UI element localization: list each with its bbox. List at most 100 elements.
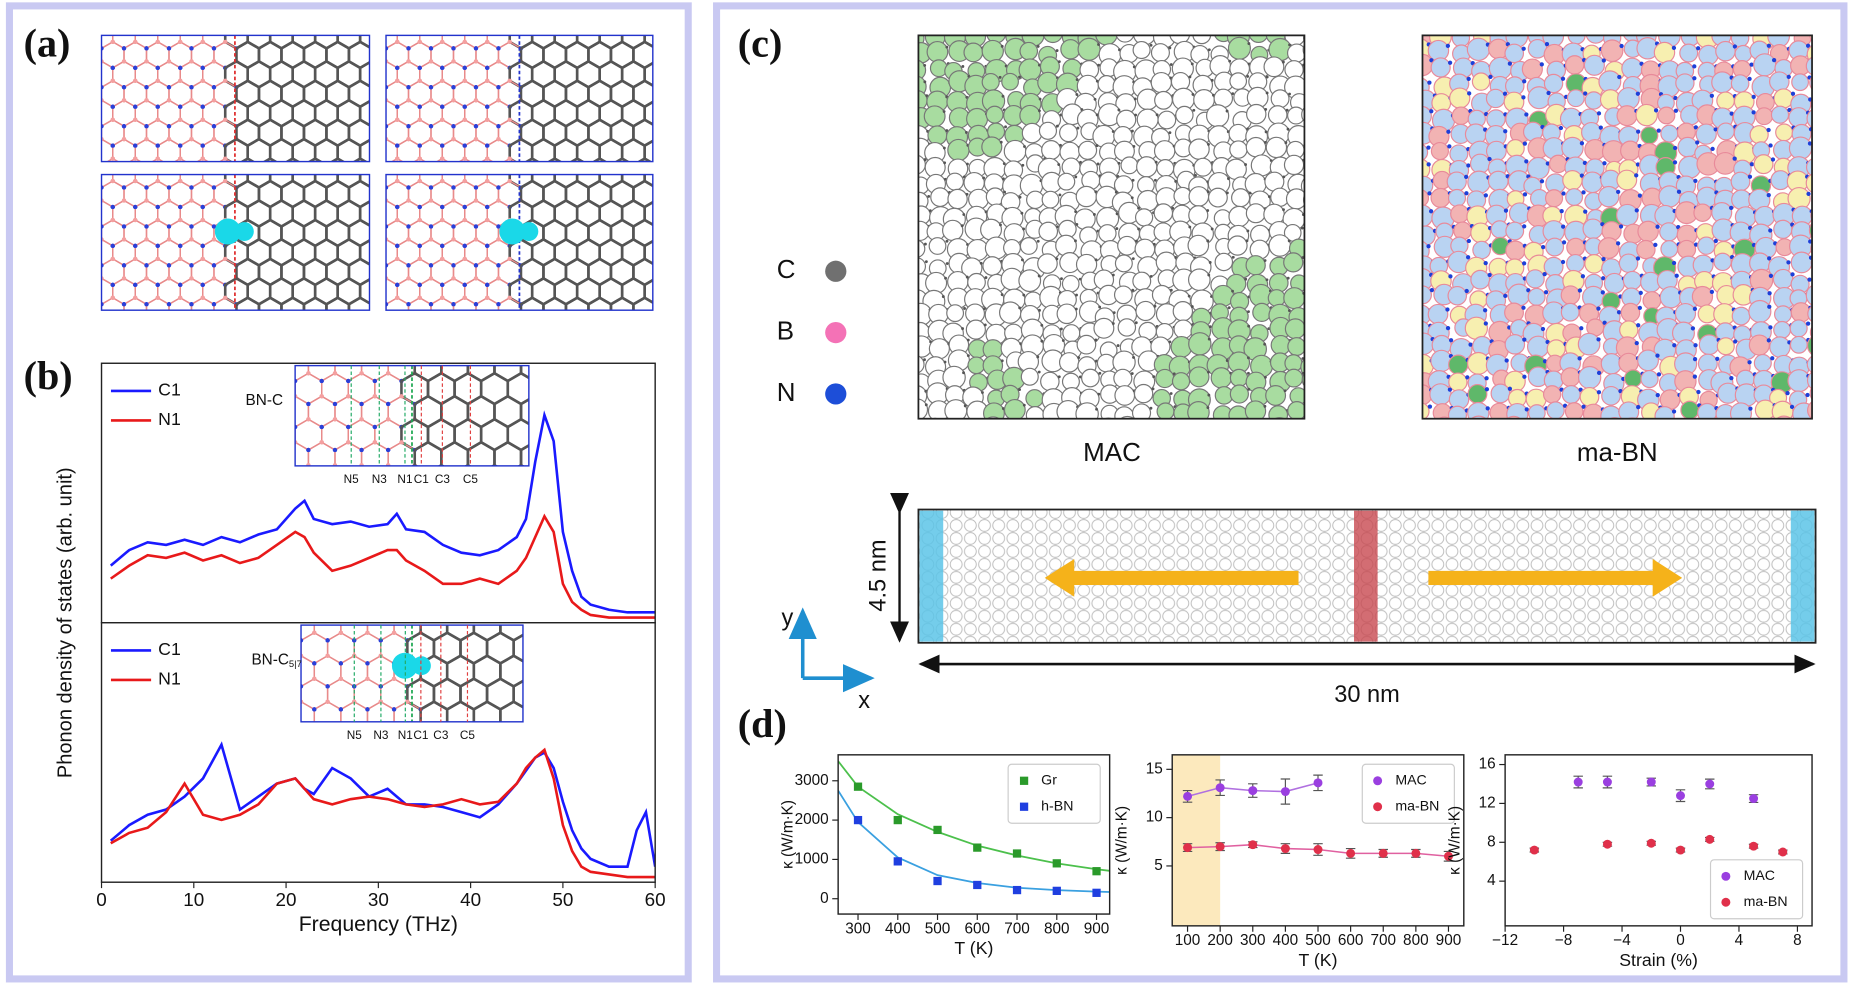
element-label: N <box>777 379 796 407</box>
ring <box>1214 252 1234 272</box>
atom <box>1507 61 1513 66</box>
atom <box>1247 310 1250 314</box>
atom <box>1307 311 1310 314</box>
atom <box>473 46 479 51</box>
atom <box>1524 407 1529 412</box>
ring <box>1620 140 1641 161</box>
ring <box>1734 44 1753 63</box>
atom <box>1522 224 1527 229</box>
point <box>1248 786 1258 796</box>
atom <box>121 276 127 281</box>
atom <box>1826 242 1830 246</box>
atom <box>395 178 400 184</box>
atom <box>1130 129 1134 133</box>
ring <box>1268 405 1289 419</box>
atom <box>155 143 160 148</box>
atom <box>211 263 217 268</box>
atom <box>1021 258 1024 262</box>
atom <box>1075 293 1078 297</box>
atom <box>201 27 205 31</box>
ring <box>1577 365 1602 390</box>
atom <box>88 166 92 170</box>
atom <box>1132 144 1136 148</box>
atom <box>417 282 422 287</box>
atom <box>1447 387 1453 392</box>
atom <box>133 166 137 170</box>
ring <box>1787 369 1811 393</box>
atom <box>178 322 182 326</box>
atom <box>1307 242 1310 245</box>
atom <box>133 117 138 122</box>
atom <box>1265 91 1269 95</box>
ring <box>918 398 929 419</box>
atom <box>1284 141 1288 145</box>
ring <box>1451 35 1471 48</box>
atom <box>485 178 490 184</box>
legend-label: C1 <box>158 380 181 400</box>
atom <box>121 46 127 51</box>
atom <box>1055 257 1059 261</box>
atom <box>1539 62 1544 67</box>
atom <box>372 440 377 445</box>
ring <box>1526 423 1544 441</box>
ring <box>1287 106 1305 125</box>
ring <box>1214 423 1233 442</box>
atom <box>1115 212 1119 216</box>
ring <box>1114 254 1133 273</box>
atom <box>1283 389 1287 393</box>
atom <box>418 322 422 326</box>
atom <box>1767 256 1772 261</box>
atom <box>166 237 172 242</box>
atom <box>386 447 391 453</box>
lattice-border <box>100 173 371 311</box>
atom <box>451 263 456 268</box>
atom <box>1075 78 1079 82</box>
atom <box>1541 244 1546 250</box>
atom <box>417 256 422 262</box>
ring <box>1806 336 1813 356</box>
atom <box>1770 157 1776 162</box>
ring <box>981 136 1003 158</box>
ring <box>1805 173 1813 193</box>
atom <box>1325 387 1328 390</box>
atom <box>1638 290 1643 295</box>
ring <box>1807 401 1813 419</box>
atom <box>924 260 928 264</box>
atom <box>178 104 183 109</box>
atom <box>1676 189 1682 194</box>
ring <box>1301 371 1305 387</box>
hexagon <box>643 100 653 126</box>
ring <box>965 319 986 340</box>
ring <box>1300 358 1305 376</box>
atom <box>110 217 115 223</box>
ring <box>1018 58 1042 82</box>
atom <box>1263 259 1267 262</box>
atom <box>1698 30 1702 34</box>
ring <box>1769 71 1790 92</box>
atom <box>293 348 297 352</box>
atom <box>1191 93 1195 96</box>
x-tick-label: 500 <box>1305 932 1331 949</box>
atom <box>1807 277 1812 282</box>
ring <box>908 423 927 442</box>
atom <box>963 307 966 310</box>
atom <box>1749 62 1754 67</box>
point <box>1778 847 1788 857</box>
atom <box>212 315 216 319</box>
point <box>1646 838 1656 848</box>
atom <box>440 166 444 170</box>
ring <box>1806 371 1813 390</box>
atom <box>1151 387 1155 391</box>
atom <box>485 217 490 223</box>
atom <box>485 104 490 109</box>
atom <box>1715 356 1720 361</box>
atom <box>201 166 205 170</box>
ring <box>1654 204 1677 227</box>
atom <box>462 295 467 300</box>
atom <box>178 282 183 287</box>
atom <box>428 237 434 242</box>
atom <box>462 217 467 223</box>
hexagon <box>358 277 370 305</box>
atom <box>508 166 512 170</box>
atom <box>451 276 456 281</box>
